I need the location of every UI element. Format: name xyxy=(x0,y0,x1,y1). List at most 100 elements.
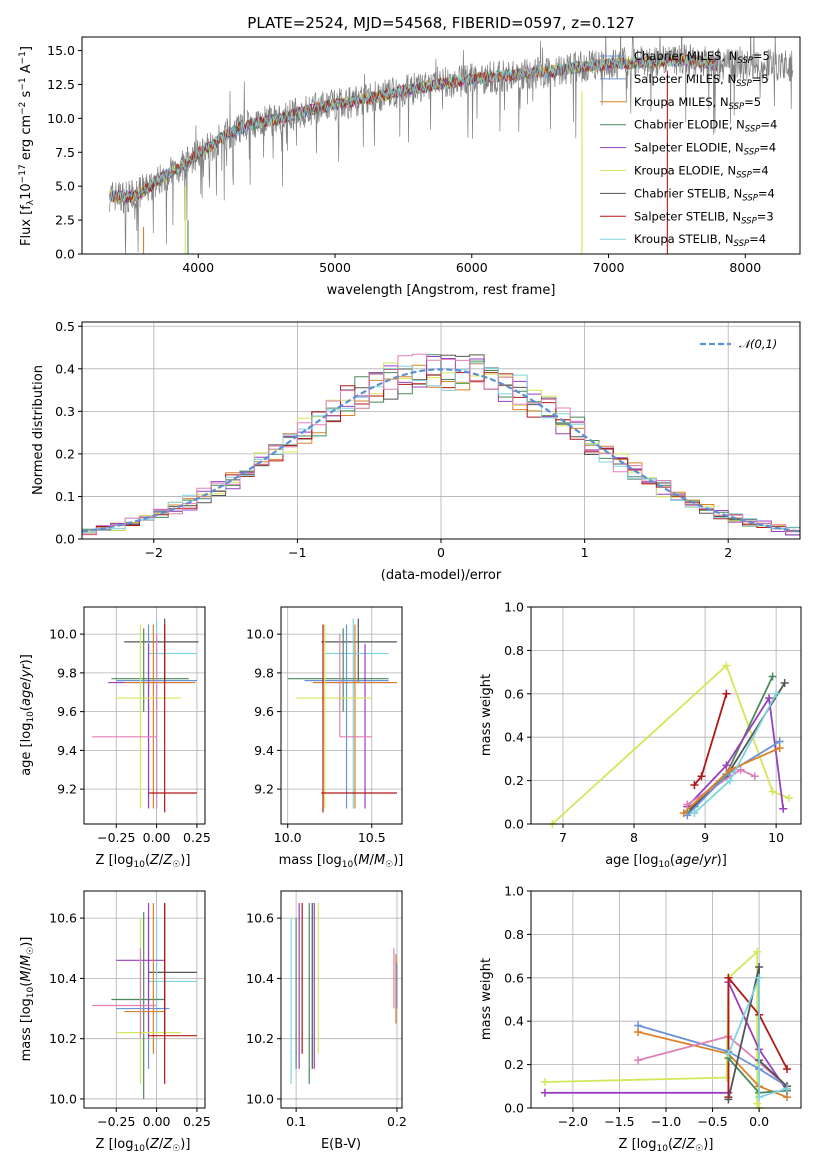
legend-label: Chabrier STELIB, NSSP=4 xyxy=(634,186,775,203)
y-tick-label: 9.8 xyxy=(57,665,77,680)
age-vs-z-x-label: Z [log10(Z/Z☉)] xyxy=(96,853,191,870)
x-tick-label: 8000 xyxy=(729,260,761,275)
y-tick-label: 10.2 xyxy=(246,1031,274,1046)
residual-histogram-panel: −2 −1 0 1 2 0.0 0.1 0.2 0.3 0.4 0.5 (data-model)/… xyxy=(31,319,801,583)
mass-weight-marker xyxy=(753,1099,762,1108)
mass-vs-metallicity-panel: −0.25 0.00 0.25 10.0 10.2 10.4 10.6 Z [log10(… xyxy=(19,890,211,1154)
mass-weight-marker xyxy=(765,694,774,703)
mass-weight-marker xyxy=(634,1028,643,1037)
y-tick-label: 9.8 xyxy=(254,665,274,680)
mass-weight-marker xyxy=(722,661,731,670)
x-tick-label: 10.0 xyxy=(274,830,302,845)
mass-vs-ebv-y-ticks: 10.0 10.2 10.4 10.6 xyxy=(246,911,281,1106)
legend-label: Kroupa ELODIE, NSSP=4 xyxy=(634,164,769,181)
mass-vs-z-y-ticks: 10.0 10.2 10.4 10.6 xyxy=(49,911,84,1106)
mass-weight-marker xyxy=(768,787,777,796)
mass-weight-marker xyxy=(722,761,731,770)
spectrum-legend: Chabrier MILES, NSSP=5 Salpeter MILES, NS… xyxy=(600,49,777,249)
x-tick-label: −0.25 xyxy=(97,1114,135,1129)
mass-weight-marker xyxy=(755,1093,764,1102)
age-vs-z-y-label: age [log10(age/yr)] xyxy=(19,654,36,776)
residual-y-label: Normed distribution xyxy=(31,365,46,495)
y-tick-label: 1.0 xyxy=(504,600,524,615)
mass-weight-marker xyxy=(780,678,789,687)
x-tick-label: −1.0 xyxy=(651,1114,681,1129)
y-tick-label: 0.3 xyxy=(55,404,75,419)
mass-weight-vs-metallicity-panel: −2.0 −1.5 −1.0 −0.5 0.0 0.0 0.2 0.4 0.6 0.8 1.0 Z… xyxy=(479,884,802,1154)
spectrum-y-label: Flux [fλ10−17 erg cm−2 s−1 A−1] xyxy=(18,46,36,246)
mass-vs-z-x-label: Z [log10(Z/Z☉)] xyxy=(96,1137,191,1154)
spectrum-panel: 4000 5000 6000 7000 8000 0.0 2.5 5.0 7.5 10.0 12.… xyxy=(18,36,801,298)
y-tick-label: 0.4 xyxy=(504,730,524,745)
y-tick-label: 10.0 xyxy=(49,627,77,642)
model-spectrum-line xyxy=(109,53,718,203)
x-tick-label: 0.00 xyxy=(143,830,171,845)
mass-weight-marker xyxy=(724,973,733,982)
mass-weight-marker xyxy=(690,780,699,789)
residual-x-label: (data-model)/error xyxy=(381,568,502,583)
age-vs-z-grid xyxy=(84,607,205,824)
mass-weight-vs-age-frame xyxy=(530,606,802,825)
x-tick-label: 0.00 xyxy=(143,1114,171,1129)
age-vs-z-plot-area xyxy=(92,618,199,813)
spectrum-plot-area xyxy=(109,37,794,254)
legend-label: Chabrier MILES, NSSP=5 xyxy=(634,49,770,66)
y-tick-label: 1.0 xyxy=(504,884,524,899)
y-tick-label: 9.2 xyxy=(254,782,274,797)
mass-weight-marker xyxy=(783,1064,792,1073)
x-tick-label: −0.25 xyxy=(97,830,135,845)
x-tick-label: −0.5 xyxy=(697,1114,727,1129)
age-vs-mass-y-ticks: 9.2 9.4 9.6 9.8 10.0 xyxy=(246,627,281,797)
mass-vs-z-plot-area xyxy=(92,903,197,1099)
figure-title: PLATE=2524, MJD=54568, FIBERID=0597, z=0… xyxy=(247,14,634,32)
age-vs-mass-frame xyxy=(280,606,403,825)
y-tick-label: 0.0 xyxy=(504,1101,524,1116)
x-tick-label: 4000 xyxy=(182,260,214,275)
y-tick-label: 0.5 xyxy=(55,319,75,334)
mass-weight-line xyxy=(686,695,785,809)
mass-weight-marker xyxy=(784,793,793,802)
residual-histogram-step xyxy=(81,353,801,539)
y-tick-label: 12.5 xyxy=(47,77,75,92)
y-tick-label: 0.4 xyxy=(504,1014,524,1029)
mass-vs-ebv-x-label: E(B-V) xyxy=(321,1137,361,1152)
y-tick-label: 9.6 xyxy=(254,704,274,719)
x-tick-label: 0.0 xyxy=(749,1114,769,1129)
y-tick-label: 0.8 xyxy=(504,927,524,942)
mass-weight-marker xyxy=(725,776,734,785)
y-tick-label: 0.2 xyxy=(504,773,524,788)
mass-weight-vs-age-panel: 7 8 9 10 0.0 0.2 0.4 0.6 0.8 1.0 age [log10(age/… xyxy=(479,600,802,870)
y-tick-label: 15.0 xyxy=(47,43,75,58)
x-tick-label: −2.0 xyxy=(558,1114,588,1129)
mass-weight-vs-age-plot-area xyxy=(548,661,793,828)
y-tick-label: 0.6 xyxy=(504,970,524,985)
residual-x-ticks: −2 −1 0 1 2 xyxy=(145,539,732,560)
x-tick-label: 1 xyxy=(581,545,589,560)
mass-weight-marker xyxy=(750,772,759,781)
mass-weight-vs-z-plot-area xyxy=(540,947,792,1112)
y-tick-label: 0.6 xyxy=(504,686,524,701)
spectrum-x-label: wavelength [Angstrom, rest frame] xyxy=(327,283,556,298)
mass-vs-z-y-label: mass [log10(M/M☉)] xyxy=(19,937,36,1062)
y-tick-label: 0.4 xyxy=(55,361,75,376)
y-tick-label: 2.5 xyxy=(55,213,75,228)
mass-weight-marker xyxy=(736,765,745,774)
mass-weight-line xyxy=(727,975,788,1098)
y-tick-label: 0.1 xyxy=(55,489,75,504)
x-tick-label: 0.25 xyxy=(183,1114,211,1129)
x-tick-label: 2 xyxy=(724,545,732,560)
legend-label: Chabrier ELODIE, NSSP=4 xyxy=(634,118,777,135)
mass-weight-vs-z-y-label: mass weight xyxy=(479,958,494,1040)
age-vs-mass-plot-area xyxy=(287,618,397,813)
residual-plot-area xyxy=(81,353,801,539)
x-tick-label: 0.2 xyxy=(387,1114,407,1129)
y-tick-label: 10.4 xyxy=(246,971,274,986)
mass-weight-line xyxy=(637,1024,788,1088)
y-tick-label: 0.8 xyxy=(504,643,524,658)
x-tick-label: 0.25 xyxy=(183,830,211,845)
mass-weight-marker xyxy=(725,765,734,774)
y-tick-label: 10.0 xyxy=(49,1091,77,1106)
x-tick-label: 10.5 xyxy=(358,830,386,845)
y-tick-label: 9.4 xyxy=(254,743,274,758)
